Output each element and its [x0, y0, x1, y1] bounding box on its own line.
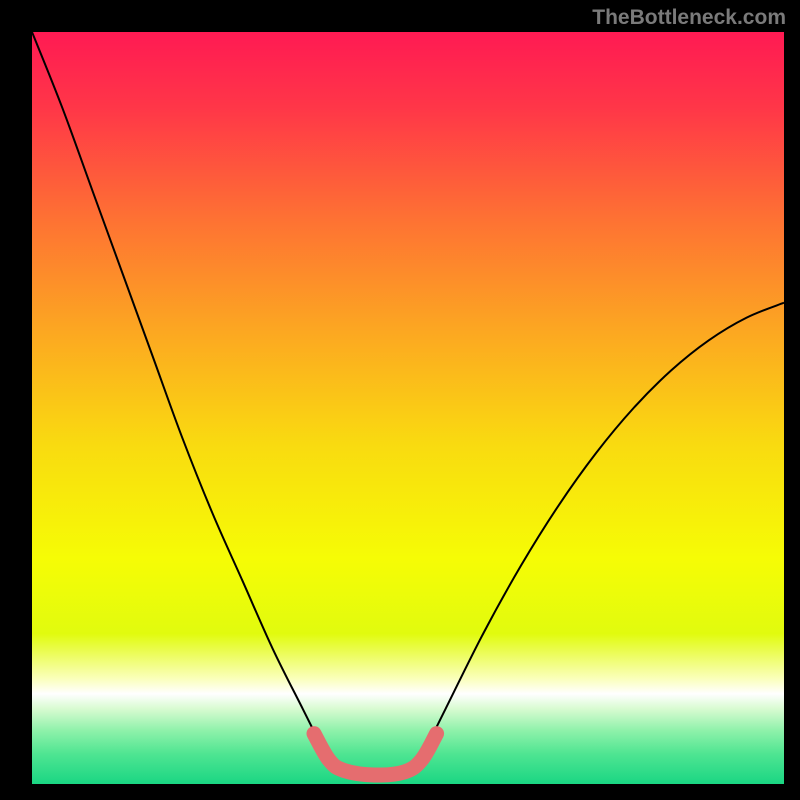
- plot-area: [32, 32, 784, 784]
- bottom-highlight: [314, 734, 437, 775]
- v-curve: [32, 32, 784, 777]
- curve-overlay: [32, 32, 784, 784]
- chart-container: TheBottleneck.com: [0, 0, 800, 800]
- watermark-text: TheBottleneck.com: [592, 6, 786, 30]
